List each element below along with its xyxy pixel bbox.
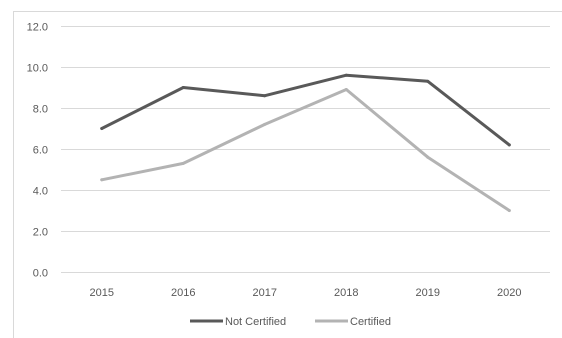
y-tick-label: 0.0: [33, 268, 48, 280]
x-tick-label: 2017: [253, 287, 277, 299]
data-point: [181, 86, 185, 89]
series-line: [100, 73, 511, 147]
series-not-certified: [100, 73, 511, 147]
y-tick-label: 8.0: [33, 104, 48, 116]
legend: Not Certified Certified: [190, 316, 391, 328]
y-tick-label: 4.0: [33, 186, 48, 198]
y-axis-labels: 0.0 2.0 4.0 6.0 8.0 10.0 12.0: [27, 22, 48, 280]
data-point: [100, 127, 104, 130]
series-certified: [100, 88, 511, 212]
y-tick-label: 12.0: [27, 22, 48, 34]
data-point: [100, 178, 104, 182]
data-point: [344, 73, 348, 77]
x-axis-labels: 2015 2016 2017 2018 2019 2020: [90, 287, 522, 299]
legend-label: Not Certified: [225, 316, 286, 328]
legend-label: Certified: [350, 316, 391, 328]
x-tick-label: 2016: [171, 287, 195, 299]
data-point: [426, 79, 430, 83]
x-tick-label: 2020: [497, 287, 521, 299]
legend-item: Not Certified: [190, 316, 286, 328]
data-point: [507, 209, 511, 212]
x-tick-label: 2018: [334, 287, 358, 299]
gridlines: [61, 26, 550, 273]
series-lines: [100, 73, 511, 212]
legend-item: Certified: [315, 316, 391, 328]
y-tick-label: 10.0: [27, 63, 48, 75]
y-tick-label: 6.0: [33, 145, 48, 157]
x-tick-label: 2019: [416, 287, 440, 299]
data-point: [263, 94, 267, 98]
data-point: [181, 161, 185, 165]
data-point: [507, 143, 511, 147]
data-point: [263, 122, 267, 126]
data-point: [426, 155, 430, 159]
series-line: [100, 88, 511, 212]
data-point: [344, 88, 348, 92]
y-tick-label: 2.0: [33, 227, 48, 239]
x-tick-label: 2015: [90, 287, 114, 299]
chart-border: [13, 11, 562, 338]
